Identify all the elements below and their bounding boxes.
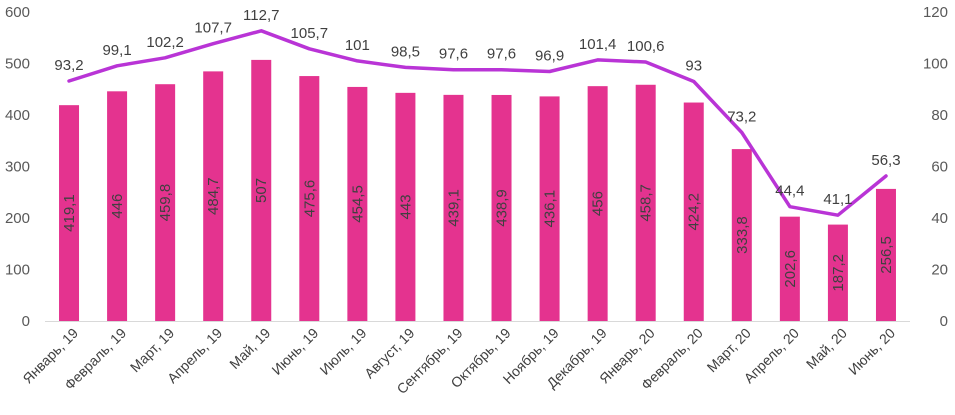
left-axis-tick-5: 500: [5, 56, 30, 73]
right-axis: 0 20 40 60 80 100 120: [923, 4, 948, 330]
right-axis-tick-5: 100: [923, 56, 948, 73]
bar-11: [587, 86, 608, 321]
bar-2: [155, 84, 176, 321]
x-tick-4: Май, 19: [226, 325, 273, 372]
line-label-12: 100,6: [627, 38, 665, 55]
bar-label-6: 454,5: [349, 185, 366, 223]
line-label-17: 56,3: [871, 152, 900, 169]
left-axis-tick-3: 300: [5, 159, 30, 176]
bar-16: [827, 224, 848, 321]
bar-label-11: 456: [590, 191, 607, 216]
bar-6: [347, 86, 368, 322]
x-tick-17: Июнь, 20: [845, 325, 898, 378]
bar-label-15: 202,6: [782, 250, 799, 288]
bar-label-17: 256,5: [878, 236, 895, 274]
line-label-5: 105,7: [291, 25, 329, 42]
bar-label-13: 424,2: [686, 193, 703, 231]
line-label-9: 97,6: [487, 46, 516, 63]
bar-label-4: 507: [253, 178, 270, 203]
left-axis-tick-6: 600: [5, 4, 30, 21]
bar-label-9: 438,9: [494, 189, 511, 227]
bar-label-8: 439,1: [445, 189, 462, 227]
bar-series: [59, 59, 896, 322]
right-axis-tick-6: 120: [923, 4, 948, 21]
bar-label-1: 446: [109, 194, 126, 219]
line-data-labels: 93,2 99,1 102,2 107,7 112,7 105,7 101 98,5 97,6 9…: [54, 7, 900, 208]
left-axis-tick-4: 400: [5, 107, 30, 124]
bar-17: [875, 188, 896, 321]
bar-label-5: 475,6: [301, 180, 318, 218]
x-tick-16: Май, 20: [803, 325, 850, 372]
bar-label-16: 187,2: [830, 254, 847, 292]
line-label-13: 93: [685, 58, 702, 75]
right-axis-tick-0: 0: [940, 313, 948, 330]
line-label-14: 73,2: [727, 109, 756, 126]
line-label-11: 101,4: [579, 36, 617, 53]
line-path: [67, 29, 888, 217]
x-tick-5: Июнь, 19: [268, 325, 321, 378]
bar-label-14: 333,8: [734, 216, 751, 254]
bar-8: [443, 94, 464, 322]
bar-12: [635, 84, 656, 321]
line-label-3: 107,7: [194, 20, 232, 37]
line-label-6: 101: [345, 37, 370, 54]
right-axis-tick-1: 20: [931, 262, 948, 279]
left-axis-tick-1: 100: [5, 262, 30, 279]
bar-data-labels: 419,1 446 459,8 484,7 507 475,6 454,5 443 439,1 4…: [61, 177, 895, 291]
line-series: [67, 29, 888, 217]
bar-label-3: 484,7: [205, 177, 222, 215]
bar-14: [731, 149, 752, 321]
line-label-1: 99,1: [102, 42, 131, 59]
right-axis-tick-4: 80: [931, 107, 948, 124]
bar-15: [779, 216, 800, 321]
left-axis-tick-0: 0: [22, 313, 30, 330]
bar-0: [59, 105, 80, 321]
bar-4: [251, 59, 272, 322]
bar-9: [491, 94, 512, 322]
bar-label-12: 458,7: [638, 184, 655, 222]
line-label-16: 41,1: [823, 191, 852, 208]
line-label-15: 44,4: [775, 183, 804, 200]
right-axis-tick-3: 60: [931, 159, 948, 176]
bar-1: [107, 91, 128, 321]
line-label-8: 97,6: [439, 46, 468, 63]
left-axis: 0 100 200 300 400 500 600: [5, 4, 30, 330]
bar-label-10: 436,1: [542, 190, 559, 228]
line-label-10: 96,9: [535, 47, 564, 64]
bar-7: [395, 92, 416, 321]
line-label-0: 93,2: [54, 57, 83, 74]
bar-label-0: 419,1: [61, 194, 78, 232]
line-label-4: 112,7: [243, 7, 279, 24]
bar-label-2: 459,8: [157, 184, 174, 222]
line-label-7: 98,5: [391, 43, 420, 60]
bar-3: [203, 71, 224, 321]
bar-13: [683, 102, 704, 321]
bar-5: [299, 76, 320, 321]
line-label-2: 102,2: [146, 34, 184, 51]
left-axis-tick-2: 200: [5, 210, 30, 227]
right-axis-tick-2: 40: [931, 210, 948, 227]
bar-label-7: 443: [397, 194, 414, 219]
bar-10: [539, 96, 560, 321]
